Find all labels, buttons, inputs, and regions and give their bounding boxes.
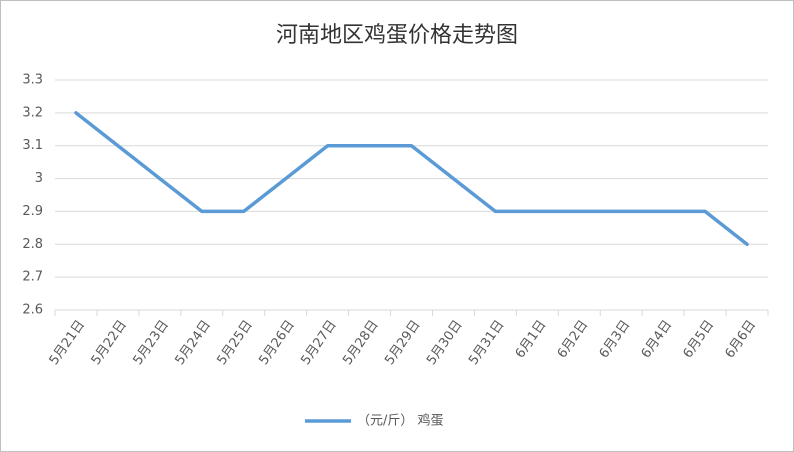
y-tick-label: 2.8 xyxy=(22,237,43,252)
legend-label: （元/斤） 鸡蛋 xyxy=(357,413,444,429)
y-tick-label: 3 xyxy=(35,171,43,186)
y-tick-label: 2.7 xyxy=(22,270,43,285)
y-tick-label: 2.6 xyxy=(22,303,43,318)
y-tick-label: 3.3 xyxy=(22,73,43,88)
y-tick-label: 3.1 xyxy=(22,138,43,153)
y-tick-label: 2.9 xyxy=(22,204,43,219)
line xyxy=(74,111,749,247)
y-tick-label: 3.2 xyxy=(22,105,43,120)
chart-title: 河南地区鸡蛋价格走势图 xyxy=(276,23,518,48)
